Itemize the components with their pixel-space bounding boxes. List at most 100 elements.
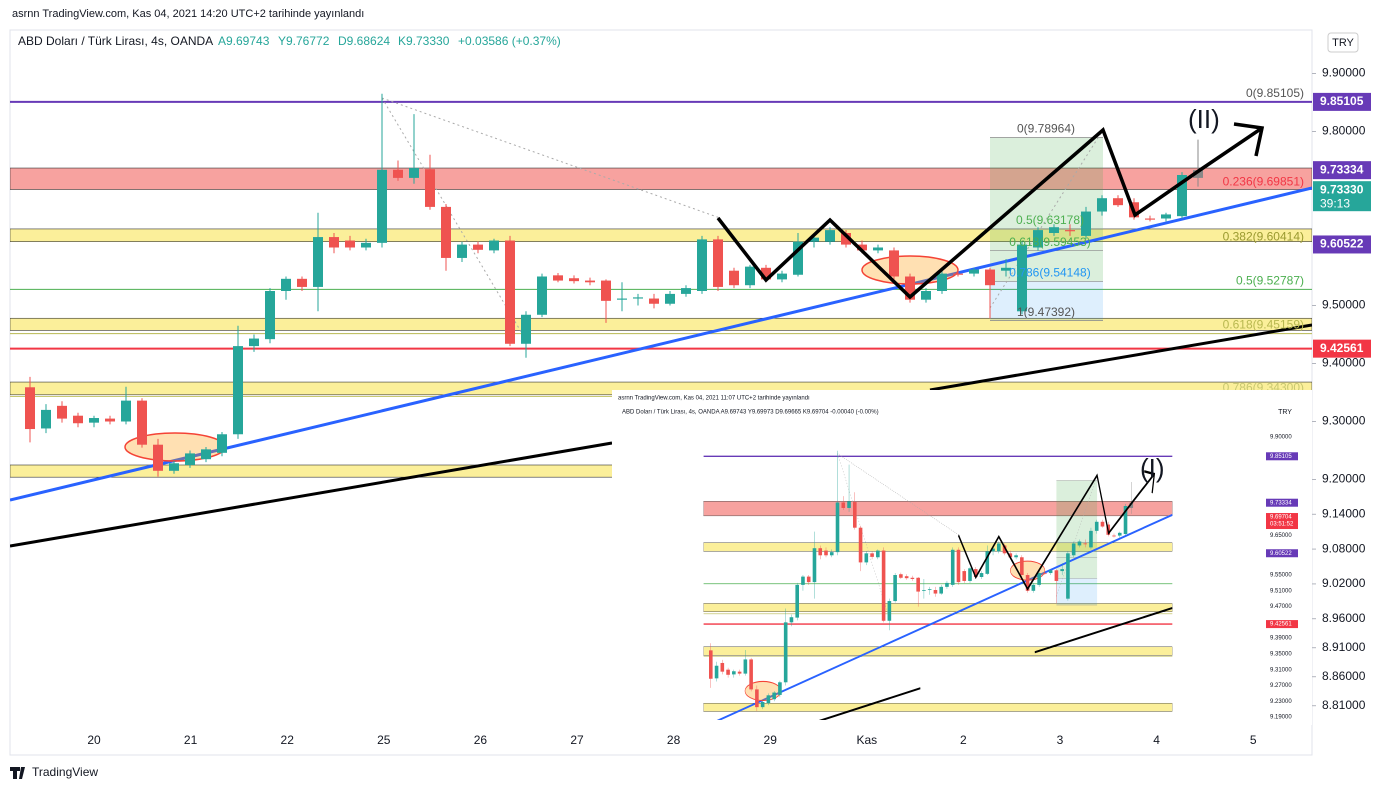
y-tick-label: 8.91000 [1322,640,1366,654]
candle-body [793,241,803,275]
wave-label: (II) [1188,104,1220,134]
candle-body [1033,230,1043,248]
candle-body [265,291,275,340]
inset: asrnn TradingView.com, Kas 04, 2021 11:0… [612,390,1312,725]
candle-body [904,576,909,579]
currency-button[interactable] [1327,32,1359,53]
candle-body [473,244,483,250]
candle-body [617,298,627,300]
candle-body [1060,569,1064,572]
inset-tick-label: 9.90000 [1270,435,1292,441]
inset-published: asrnn TradingView.com, Kas 04, 2021 11:0… [618,396,810,402]
zone [703,603,1173,612]
fib-box-lower [990,281,1103,321]
candle-body [743,659,748,674]
x-tick-label: 22 [281,733,295,747]
price-tag-label: 9.73330 [1320,182,1364,196]
dotted-connector [837,453,1098,619]
ohlc-value: A9.69743 [218,34,270,48]
y-tick-label: 8.86000 [1322,669,1366,683]
candle-body [806,576,811,583]
x-tick-label: 2 [960,733,967,747]
candle-body [973,569,978,577]
change: +0.03586 (+0.37%) [458,34,561,48]
x-tick-label: 20 [87,733,101,747]
candle-body [801,576,805,585]
price-axis: 9.90000 9.80000 9.50000 9.40000 9.30000 9.200… [87,66,1371,747]
inset-tick-label: 9.51000 [1270,588,1292,594]
candle-body [760,702,765,708]
candle-body [537,276,547,315]
candle-body [25,387,35,430]
candle-body [1066,553,1070,599]
candle-body [761,267,771,280]
candle-body [864,553,869,563]
symbol: ABD Doları / Türk Lirası, 4s, OANDA [18,34,213,48]
price-tag-label: 9.73334 [1320,162,1364,176]
candle-body [73,415,83,424]
candle-body [916,577,920,592]
inset-tick-label: 9.47000 [1270,604,1292,610]
candle-body [633,297,643,299]
currency[interactable]: TRY [1332,37,1354,49]
y-tick-label: 8.96000 [1322,611,1366,625]
x-tick-label: 27 [570,733,584,747]
candle-body [1001,267,1011,271]
candle-body [1081,211,1091,236]
fib-box-label: 0.618(9.59453) [1009,235,1090,249]
price-tag [1313,161,1371,180]
candle-body [1089,530,1093,548]
candle-body [1025,575,1030,591]
candle-body [1077,541,1082,546]
candle-body [766,695,771,704]
candle-body [1017,244,1027,312]
candle-body [585,280,595,283]
arrow-head [1233,122,1265,157]
candle-body [778,682,782,695]
candle-body [697,239,707,291]
candle-body [233,346,243,435]
candle-body [962,571,967,581]
candle-body [709,650,713,679]
candle-body [41,409,51,429]
trendline-black [818,606,1173,720]
x-tick-label: 25 [377,733,391,747]
candle-body [795,584,799,618]
zone [10,167,1312,190]
candle-body [847,501,851,508]
price-tag [1313,181,1371,212]
price-tag [1313,339,1371,358]
candle-body [1094,521,1099,531]
candle-body [737,671,742,674]
candle-body [939,586,943,594]
candle-body [749,659,753,690]
inset-price-tag [1266,549,1298,558]
candle-body [201,449,211,460]
candle-body [772,692,776,700]
fib-box-label: 0.5(9.63178) [1016,213,1084,227]
candle-body [377,169,387,243]
candle-body [665,293,675,304]
candle-body [720,662,725,672]
inset-countdown: 03:51:52 [1270,522,1294,528]
inset-tick-label: 9.65000 [1270,533,1292,539]
candle-body [818,548,823,556]
x-tick-label: 3 [1057,733,1064,747]
y-tick-label: 9.08000 [1322,541,1366,555]
candle-body [105,418,115,422]
candle-body [1049,227,1059,233]
candle-body [968,568,972,581]
published: asrnn TradingView.com, Kas 04, 2021 14:2… [12,8,364,20]
candle-body [249,338,259,347]
candle-body [969,269,979,274]
candle-body [121,400,131,422]
candle-body [1065,230,1075,232]
fib-label: 0.382(9.60414) [1223,229,1304,243]
price-tag [1313,92,1371,111]
candle-body [681,288,691,294]
inset-price-label: 9.42561 [1270,622,1292,628]
candle-body [893,575,897,602]
candle-body [714,665,719,679]
candle-body [1193,170,1203,178]
candle-body [945,582,949,587]
